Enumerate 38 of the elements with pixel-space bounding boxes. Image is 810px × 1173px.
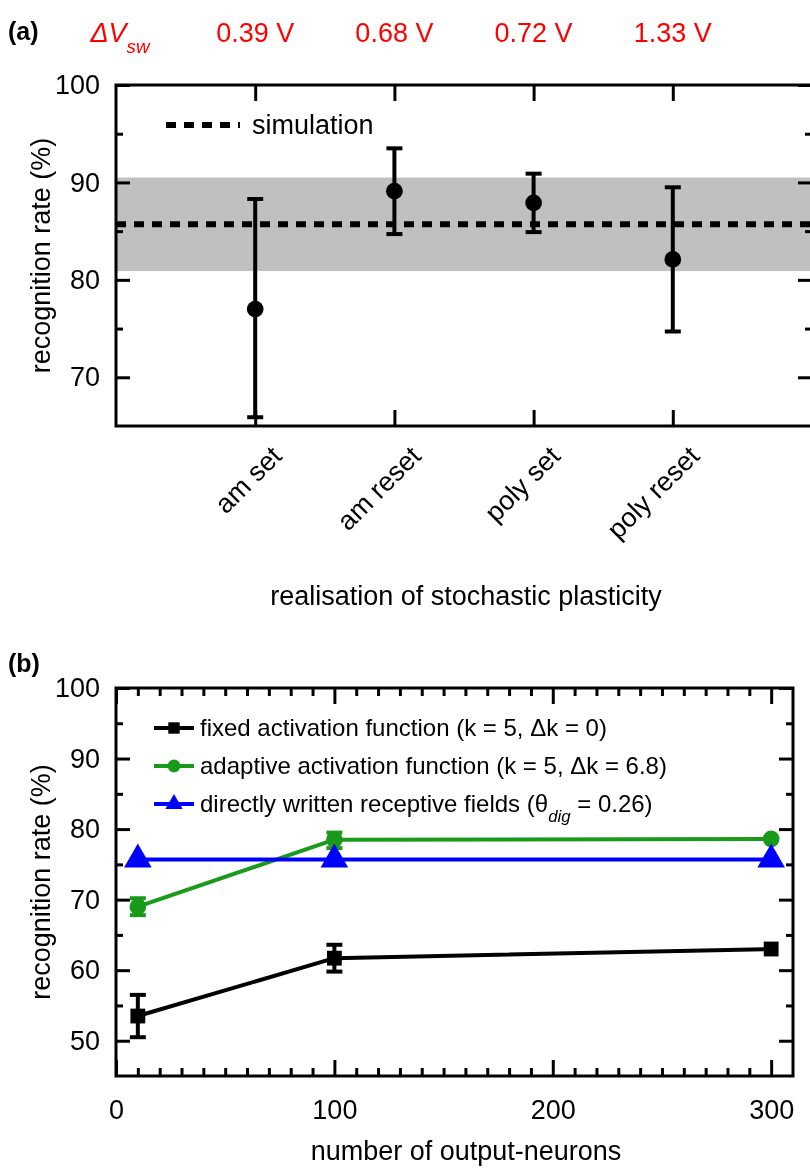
legend-label: fixed activation function (k = 5, Δk = 0)	[200, 714, 607, 742]
y-tick-label: 50	[69, 1025, 100, 1056]
y-axis-title: recognition rate (%)	[26, 137, 56, 374]
text: 0.39 V	[216, 18, 295, 48]
y-tick-label: 80	[69, 814, 100, 845]
y-tick-label: 80	[69, 265, 100, 295]
text: 0.72 V	[494, 18, 573, 48]
y-axis-title: recognition rate (%)	[26, 764, 56, 1000]
text: ΔV$_{sw}$	[89, 18, 151, 57]
y-tick-label: 90	[69, 167, 100, 198]
y-tick-label: 70	[69, 884, 100, 915]
point	[246, 300, 264, 318]
x-axis-title: number of output-neurons	[310, 1136, 622, 1166]
x-tick-label: 100	[312, 1095, 358, 1126]
point	[762, 830, 780, 848]
x-tick-label: am set	[209, 440, 288, 520]
text: 1.33 V	[633, 18, 712, 48]
point	[763, 941, 779, 957]
point	[664, 251, 682, 268]
x-tick-label: 300	[749, 1095, 795, 1126]
x-axis-title: realisation of stochastic plasticity	[270, 581, 663, 611]
y-tick-label: 60	[69, 955, 100, 986]
chart-title: (a)	[8, 17, 39, 45]
y-tick-label: 90	[69, 743, 100, 774]
point	[525, 194, 542, 212]
point	[386, 182, 403, 200]
y-tick-label: 100	[54, 673, 100, 704]
y-tick-label: 100	[54, 70, 100, 101]
text: 0.68 V	[355, 18, 434, 48]
point	[130, 1008, 146, 1024]
point	[326, 950, 342, 966]
y-tick-label: 70	[69, 362, 100, 393]
x-tick-label: 0	[108, 1095, 125, 1126]
legend-label: simulation	[252, 110, 374, 141]
chart-title: (b)	[8, 649, 40, 677]
x-tick-label: 200	[530, 1095, 576, 1126]
legend-label: adaptive activation function (k = 5, Δk = 6.8)	[200, 752, 667, 780]
legend-label: directly written receptive fields (θ$_{dig}$ = 0.26)	[200, 790, 653, 826]
